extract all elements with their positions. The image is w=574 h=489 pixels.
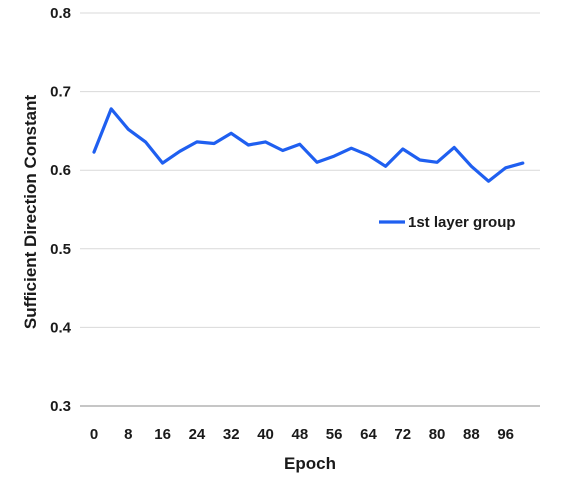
gridlines (80, 12, 540, 328)
x-tick-label: 56 (326, 426, 343, 443)
y-axis-title: Sufficient Direction Constant (21, 95, 40, 330)
x-tick-label: 48 (292, 426, 309, 443)
x-tick-label: 0 (90, 426, 98, 443)
series-layer (92, 107, 525, 183)
series-line-0 (92, 107, 525, 183)
x-tick-label: 24 (189, 426, 206, 443)
x-axis-title: Epoch (284, 454, 336, 473)
x-tick-label: 72 (394, 426, 411, 443)
x-tick-label: 40 (257, 426, 274, 443)
y-tick-label: 0.8 (50, 5, 71, 22)
x-tick-label: 8 (124, 426, 132, 443)
legend-label-1st-layer-group: 1st layer group (408, 214, 516, 231)
x-axis-ticks: 0 8 16 24 32 40 48 56 64 72 80 88 96 (90, 426, 514, 443)
x-tick-label: 64 (360, 426, 377, 443)
x-tick-label: 88 (463, 426, 480, 443)
y-axis-ticks: 0.3 0.4 0.5 0.6 0.7 0.8 (50, 5, 72, 415)
y-tick-label: 0.5 (50, 241, 71, 258)
x-tick-label: 80 (429, 426, 446, 443)
x-tick-label: 16 (154, 426, 171, 443)
x-tick-label: 96 (497, 426, 514, 443)
x-tick-label: 32 (223, 426, 240, 443)
y-tick-label: 0.6 (50, 162, 71, 179)
y-tick-label: 0.4 (50, 319, 72, 336)
legend: 1st layer group (379, 214, 516, 231)
y-tick-label: 0.3 (50, 398, 71, 415)
y-tick-label: 0.7 (50, 84, 71, 101)
